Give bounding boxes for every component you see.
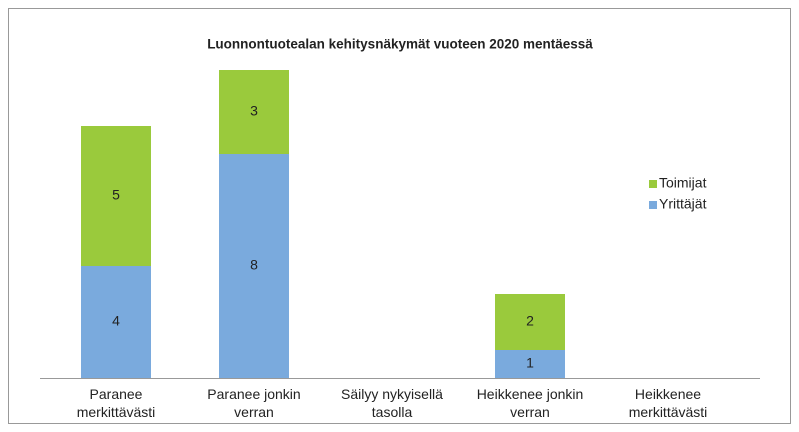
legend-swatch (649, 180, 657, 188)
legend-label: Toimijat (659, 175, 707, 191)
data-label: 2 (526, 313, 534, 329)
data-label: 4 (112, 313, 120, 329)
bar-segment (495, 350, 565, 378)
x-tick-label: Paranee merkittävästi (76, 386, 156, 420)
data-label: 5 (112, 187, 120, 203)
x-tick-label: Heikkenee jonkin verran (476, 386, 584, 420)
x-tick-label: Heikkenee merkittävästi (628, 386, 708, 420)
bar-segment (81, 126, 151, 266)
bar-segment (495, 294, 565, 350)
chart-title: Luonnontuotealan kehitysnäkymät vuoteen … (207, 37, 593, 52)
data-label: 8 (250, 257, 258, 273)
bar-segment (81, 266, 151, 378)
x-tick-label: Säilyy nykyisellä tasolla (341, 386, 443, 420)
data-label: 3 (250, 103, 258, 119)
legend-label: Yrittäjät (659, 196, 707, 212)
bar-segment (219, 70, 289, 154)
bar-segment (219, 154, 289, 378)
x-tick-label: Paranee jonkin verran (207, 386, 301, 420)
legend-swatch (649, 201, 657, 209)
data-label: 1 (526, 355, 534, 371)
